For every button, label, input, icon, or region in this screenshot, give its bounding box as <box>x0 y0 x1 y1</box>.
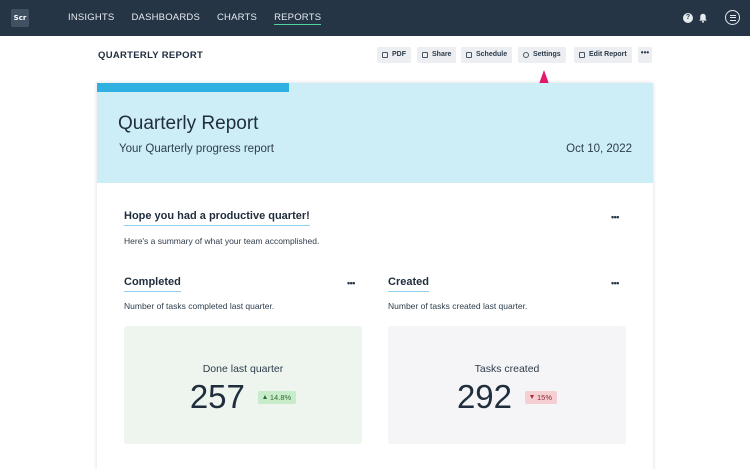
created-change-badge: 15% <box>525 390 558 404</box>
share-button-label: Share <box>432 51 452 58</box>
gear-icon <box>523 52 529 58</box>
report-card: Quarterly Report Your Quarterly progress… <box>97 83 653 469</box>
completed-stat-label: Done last quarter <box>202 363 284 375</box>
nav-item-dashboards[interactable]: DASHBOARDS <box>131 12 200 23</box>
calendar-icon <box>466 52 472 58</box>
main-nav: INSIGHTS DASHBOARDS CHARTS REPORTS <box>68 0 338 36</box>
created-stat-label: Tasks created <box>474 363 540 375</box>
pdf-button[interactable]: PDF <box>377 47 411 63</box>
app-logo[interactable]: Scr <box>11 9 29 27</box>
report-subtitle: Your Quarterly progress report <box>119 143 274 155</box>
bell-icon[interactable] <box>698 13 708 23</box>
menu-icon[interactable] <box>725 10 740 25</box>
completed-more-button[interactable]: ••• <box>347 278 355 288</box>
top-navigation-bar: Scr INSIGHTS DASHBOARDS CHARTS REPORTS ? <box>0 0 750 36</box>
edit-icon <box>579 52 585 58</box>
created-stat-box: Tasks created 292 15% <box>388 326 626 444</box>
more-options-button[interactable]: ••• <box>638 47 652 63</box>
report-date: Oct 10, 2022 <box>566 143 632 155</box>
intro-more-button[interactable]: ••• <box>611 212 619 222</box>
completed-stat-value: 257 <box>189 378 245 415</box>
schedule-button[interactable]: Schedule <box>461 47 513 63</box>
nav-item-reports[interactable]: REPORTS <box>274 0 322 36</box>
created-change-value: 15% <box>537 392 553 402</box>
edit-report-button[interactable]: Edit Report <box>574 47 632 63</box>
help-icon[interactable]: ? <box>683 13 693 23</box>
intro-title: Hope you had a productive quarter! <box>124 210 310 226</box>
report-title: Quarterly Report <box>118 113 259 134</box>
pdf-button-label: PDF <box>392 51 406 58</box>
schedule-button-label: Schedule <box>476 51 508 58</box>
settings-button[interactable]: Settings <box>518 47 566 63</box>
completed-description: Number of tasks completed last quarter. <box>124 301 275 311</box>
settings-button-label: Settings <box>533 51 561 58</box>
page-title: QUARTERLY REPORT <box>98 50 204 61</box>
nav-item-insights[interactable]: INSIGHTS <box>68 12 115 23</box>
triangle-down-icon <box>530 395 535 399</box>
created-more-button[interactable]: ••• <box>611 278 619 288</box>
completed-change-value: 14.8% <box>269 392 292 402</box>
share-icon <box>422 52 428 58</box>
report-hero: Quarterly Report Your Quarterly progress… <box>97 83 653 183</box>
nav-item-charts[interactable]: CHARTS <box>216 12 258 23</box>
created-stat-value: 292 <box>456 378 513 415</box>
completed-title: Completed <box>124 276 181 292</box>
created-title: Created <box>388 276 429 292</box>
share-button[interactable]: Share <box>417 47 457 63</box>
completed-stat-box: Done last quarter 257 14.8% <box>124 326 362 444</box>
completed-change-badge: 14.8% <box>257 390 297 404</box>
created-description: Number of tasks created last quarter. <box>388 301 528 311</box>
intro-description: Here's a summary of what your team accom… <box>124 236 320 246</box>
edit-report-button-label: Edit Report <box>589 51 627 58</box>
progress-accent-bar <box>97 83 289 92</box>
triangle-up-icon <box>262 395 267 399</box>
document-icon <box>382 52 388 58</box>
